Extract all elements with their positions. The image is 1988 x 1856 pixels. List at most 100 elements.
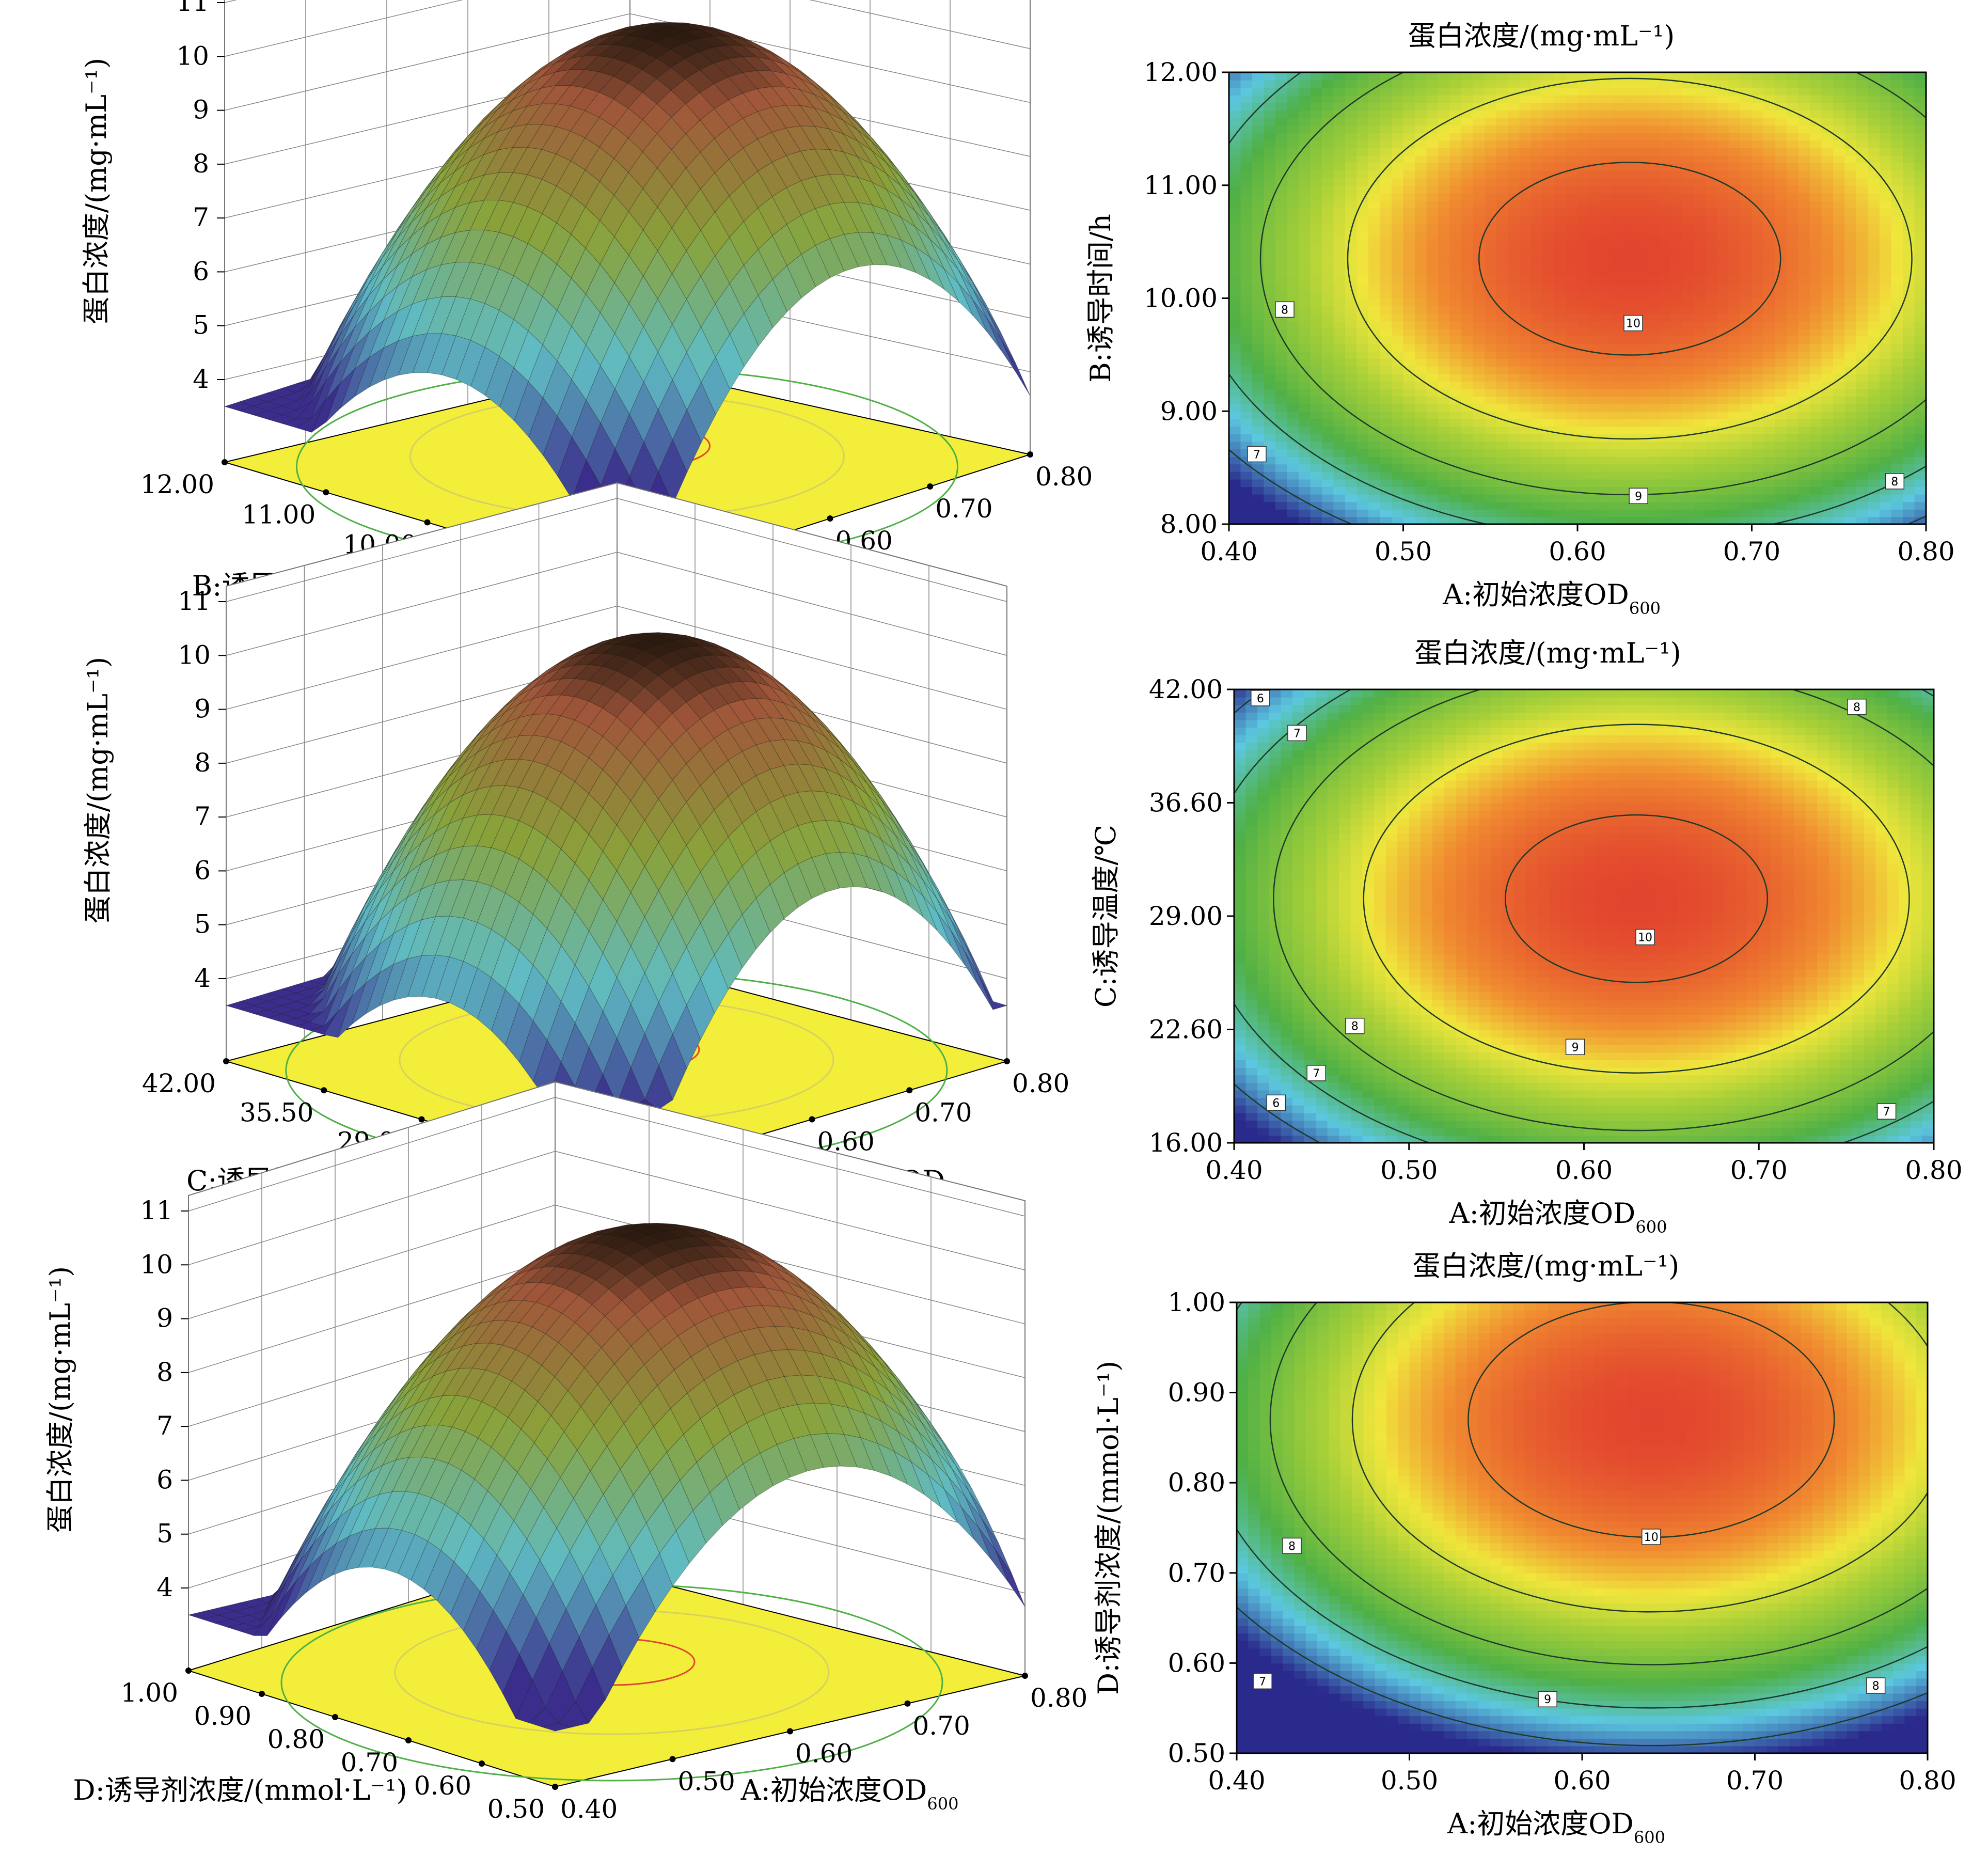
contour-cell xyxy=(1334,261,1346,269)
contour-cell xyxy=(1647,208,1660,216)
contour-cell xyxy=(1810,373,1822,382)
contour-cell xyxy=(1717,261,1729,269)
contour-cell xyxy=(1706,366,1718,374)
contour-cell xyxy=(1856,238,1869,246)
contour-cell xyxy=(1461,215,1474,224)
contour-cell xyxy=(1520,313,1532,322)
contour-cell xyxy=(1229,148,1241,156)
contour-cell xyxy=(1717,313,1729,322)
contour-cell xyxy=(1682,381,1695,389)
contour-cell xyxy=(1810,133,1822,141)
contour-cell xyxy=(1856,373,1869,382)
contour-cell xyxy=(1798,230,1811,239)
contour-cell xyxy=(1636,389,1648,397)
contour-cell xyxy=(1810,291,1822,299)
contour-cell xyxy=(1903,245,1915,254)
contour-cell xyxy=(1566,133,1579,141)
contour-cell xyxy=(1229,163,1241,171)
contour-cell xyxy=(1531,215,1543,224)
contour-cell xyxy=(1775,133,1788,141)
contour-cell xyxy=(1392,381,1404,389)
contour-cell xyxy=(1775,389,1788,397)
contour-cell xyxy=(1520,358,1532,367)
contour-cell xyxy=(1438,351,1450,359)
contour-cell xyxy=(1496,291,1509,299)
contour-cell xyxy=(1334,283,1346,291)
contour-cell xyxy=(1868,291,1881,299)
contour-cell xyxy=(1891,404,1904,412)
contour-cell xyxy=(1589,419,1602,427)
contour-cell xyxy=(1264,72,1276,81)
contour-cell xyxy=(1438,178,1450,186)
contour-cell xyxy=(1438,102,1450,111)
contour-cell xyxy=(1729,148,1741,156)
contour-cell xyxy=(1566,268,1579,276)
contour-cell xyxy=(1415,178,1427,186)
contour-cell xyxy=(1845,471,1857,480)
contour-cell xyxy=(1856,479,1869,487)
contour-cell xyxy=(1311,193,1323,201)
contour-cell xyxy=(1264,396,1276,404)
contour-cell xyxy=(1833,464,1845,472)
contour-cell xyxy=(1520,80,1532,88)
contour-cell xyxy=(1299,170,1311,179)
contour-cell xyxy=(1659,223,1671,231)
contour-cell xyxy=(1636,276,1648,284)
contour-cell xyxy=(1403,298,1416,307)
contour-cell xyxy=(1415,351,1427,359)
contour-cell xyxy=(1438,185,1450,194)
contour-cell xyxy=(1403,110,1416,118)
contour-cell xyxy=(1566,208,1579,216)
contour-cell xyxy=(1380,223,1393,231)
contour-cell xyxy=(1659,358,1671,367)
contour-cell xyxy=(1357,276,1369,284)
contour-cell xyxy=(1275,434,1288,442)
contour-cell xyxy=(1345,358,1358,367)
contour-cell xyxy=(1810,163,1822,171)
contour-cell xyxy=(1252,336,1265,344)
contour-cell xyxy=(1868,261,1881,269)
contour-cell xyxy=(1763,87,1776,96)
contour-cell xyxy=(1299,457,1311,465)
contour-cell xyxy=(1427,411,1439,419)
contour-cell xyxy=(1810,494,1822,502)
contour-cell xyxy=(1845,486,1857,495)
contour-cell xyxy=(1624,442,1636,450)
contour-cell xyxy=(1729,261,1741,269)
contour-cell xyxy=(1299,238,1311,246)
contour-cell xyxy=(1334,411,1346,419)
contour-cell xyxy=(1485,185,1497,194)
contour-cell xyxy=(1415,434,1427,442)
contour-cell xyxy=(1833,509,1845,517)
y-tick-label: 12.00 xyxy=(1144,57,1218,87)
contour-cell xyxy=(1461,306,1474,314)
contour-cell xyxy=(1322,230,1334,239)
contour-cell xyxy=(1670,125,1683,133)
contour-cell xyxy=(1345,276,1358,284)
contour-cell xyxy=(1822,87,1834,96)
contour-cell xyxy=(1868,193,1881,201)
contour-cell xyxy=(1775,464,1788,472)
contour-cell xyxy=(1891,268,1904,276)
contour-cell xyxy=(1287,471,1300,480)
contour-cell xyxy=(1670,118,1683,126)
contour-cell xyxy=(1880,155,1892,163)
contour-cell xyxy=(1670,471,1683,480)
contour-cell xyxy=(1252,238,1265,246)
contour-cell xyxy=(1659,494,1671,502)
contour-cell xyxy=(1798,291,1811,299)
contour-cell xyxy=(1427,313,1439,322)
contour-cell xyxy=(1566,306,1579,314)
contour-cell xyxy=(1613,449,1625,457)
contour-cell xyxy=(1566,471,1579,480)
contour-cell xyxy=(1275,494,1288,502)
contour-cell xyxy=(1763,381,1776,389)
contour-cell xyxy=(1543,358,1555,367)
contour-cell xyxy=(1577,133,1590,141)
contour-cell xyxy=(1740,276,1753,284)
contour-cell xyxy=(1473,291,1486,299)
contour-cell xyxy=(1577,291,1590,299)
contour-cell xyxy=(1241,223,1253,231)
contour-cell xyxy=(1357,336,1369,344)
contour-cell xyxy=(1496,110,1509,118)
